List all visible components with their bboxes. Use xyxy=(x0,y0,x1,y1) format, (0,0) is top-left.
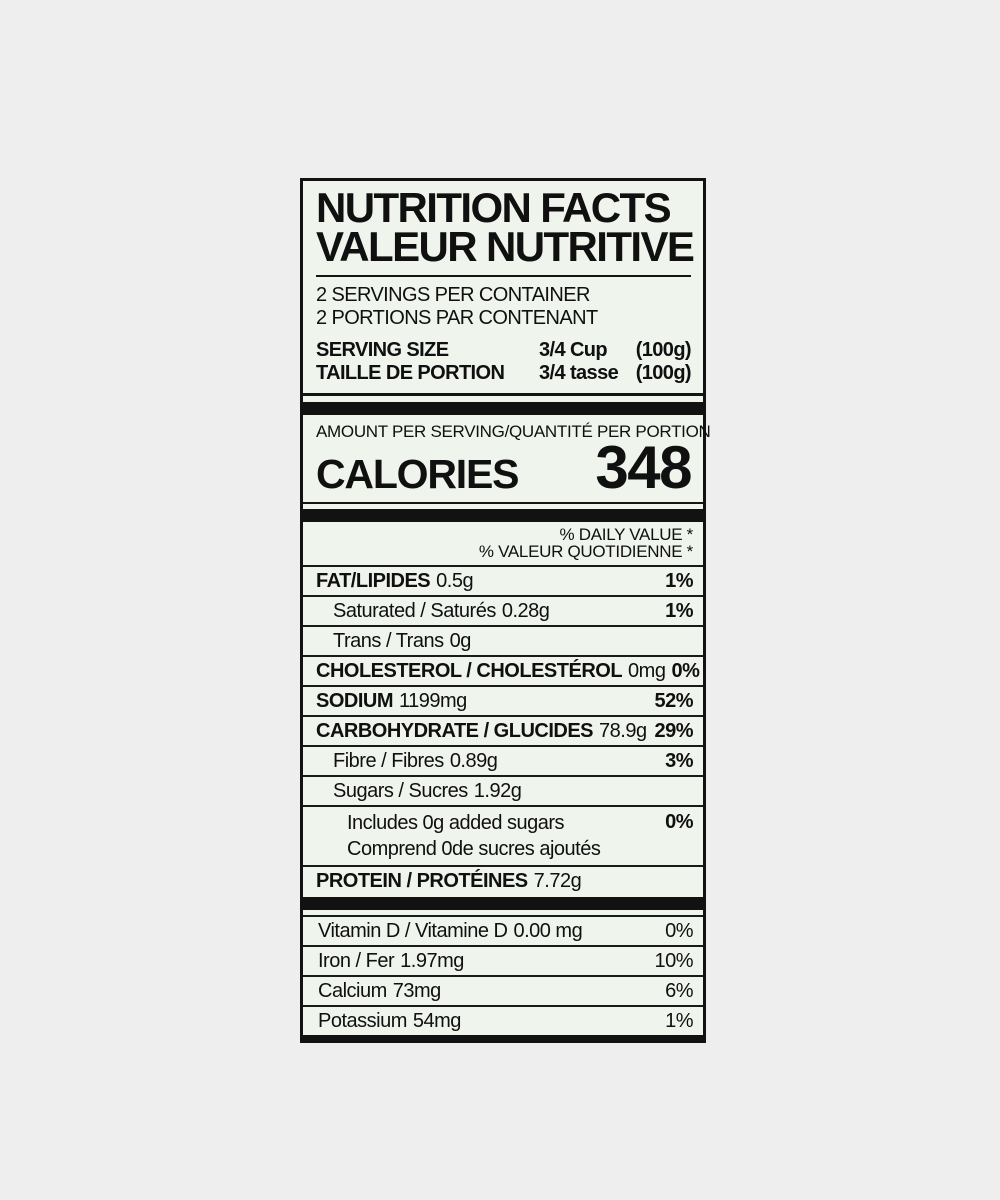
micronutrient-row-vitamin-d: Vitamin D / Vitamine D 0.00 mg 0% xyxy=(303,915,703,945)
nutrient-row-saturated: Saturated / Saturés 0.28g 1% xyxy=(303,595,703,625)
serving-size-label-en: SERVING SIZE xyxy=(316,339,449,361)
nutrient-row-sugars: Sugars / Sucres 1.92g xyxy=(303,775,703,805)
title-french: VALEUR NUTRITIVE xyxy=(316,223,695,270)
section-divider-line xyxy=(303,393,703,396)
micronutrient-table: Vitamin D / Vitamine D 0.00 mg 0% Iron /… xyxy=(303,915,703,1035)
calories-row: CALORIES 348 xyxy=(316,434,692,501)
percent-daily-value: 1% xyxy=(665,599,693,622)
percent-daily-value: 0% xyxy=(671,659,700,682)
daily-value-header-fr: % VALEUR QUOTIDIENNE * xyxy=(478,542,693,561)
percent-daily-value: 29% xyxy=(654,719,693,742)
label-header-section: NUTRITION FACTS VALEUR NUTRITIVE 2 SERVI… xyxy=(303,181,703,393)
percent-daily-value: 3% xyxy=(665,749,693,772)
serving-size-row-en: SERVING SIZE 3/4 Cup (100g) xyxy=(316,339,692,362)
added-sugars-line-en: Includes 0g added sugars xyxy=(347,812,565,834)
micronutrient-row-iron: Iron / Fer 1.97mg 10% xyxy=(303,945,703,975)
daily-value-header-en: % DAILY VALUE * xyxy=(559,525,694,544)
nutrition-facts-label: NUTRITION FACTS VALEUR NUTRITIVE 2 SERVI… xyxy=(300,178,711,1043)
percent-daily-value: 6% xyxy=(665,979,693,1002)
section-divider-line xyxy=(303,502,703,504)
percent-daily-value: 1% xyxy=(665,569,693,592)
calories-section: AMOUNT PER SERVING/QUANTITÉ PER PORTION … xyxy=(303,415,711,502)
micronutrient-row-potassium: Potassium 54mg 1% xyxy=(303,1005,703,1035)
nutrient-row-cholesterol: CHOLESTEROL / CHOLESTÉROL 0mg 0% xyxy=(303,655,703,685)
serving-size-amount-fr: 3/4 tasse xyxy=(539,362,619,384)
percent-daily-value: 0% xyxy=(665,919,693,942)
separator-band xyxy=(303,897,703,910)
servings-per-container-fr: 2 PORTIONS PAR CONTENANT xyxy=(316,307,598,329)
amount-per-serving-header: AMOUNT PER SERVING/QUANTITÉ PER PORTION xyxy=(316,422,711,441)
micronutrient-row-calcium: Calcium 73mg 6% xyxy=(303,975,703,1005)
percent-daily-value: 0% xyxy=(665,811,693,833)
servings-per-container-en: 2 SERVINGS PER CONTAINER xyxy=(316,284,590,306)
nutrient-table: % DAILY VALUE * % VALEUR QUOTIDIENNE * F… xyxy=(303,522,703,895)
nutrient-row-added-sugars: Includes 0g added sugars Comprend 0de su… xyxy=(303,805,703,865)
percent-daily-value: 52% xyxy=(654,689,693,712)
serving-size-block: SERVING SIZE 3/4 Cup (100g) TAILLE DE PO… xyxy=(316,339,692,385)
nutrient-row-sodium: SODIUM 1199mg 52% xyxy=(303,685,703,715)
added-sugars-line-fr: Comprend 0de sucres ajoutés xyxy=(347,838,601,860)
percent-daily-value: 10% xyxy=(654,949,693,972)
serving-size-weight-fr: (100g) xyxy=(635,362,692,384)
serving-size-weight-en: (100g) xyxy=(635,339,692,361)
nutrient-row-protein: PROTEIN / PROTÉINES 7.72g xyxy=(303,865,703,895)
daily-value-header: % DAILY VALUE * % VALEUR QUOTIDIENNE * xyxy=(303,522,703,565)
title-english: NUTRITION FACTS xyxy=(316,184,672,231)
calories-label: CALORIES xyxy=(316,451,519,497)
serving-size-label-fr: TAILLE DE PORTION xyxy=(316,362,505,384)
separator-band xyxy=(303,402,703,415)
nutrient-row-trans: Trans / Trans 0g xyxy=(303,625,703,655)
serving-size-amount-en: 3/4 Cup xyxy=(539,339,608,361)
nutrient-row-fibre: Fibre / Fibres 0.89g 3% xyxy=(303,745,703,775)
separator-band xyxy=(303,509,703,522)
title-divider xyxy=(316,275,691,277)
percent-daily-value: 1% xyxy=(665,1009,693,1032)
nutrient-row-fat: FAT/LIPIDES 0.5g 1% xyxy=(303,565,703,595)
serving-size-row-fr: TAILLE DE PORTION 3/4 tasse (100g) xyxy=(316,362,692,385)
calories-value: 348 xyxy=(595,434,692,501)
nutrient-row-carbohydrate: CARBOHYDRATE / GLUCIDES 78.9g 29% xyxy=(303,715,703,745)
